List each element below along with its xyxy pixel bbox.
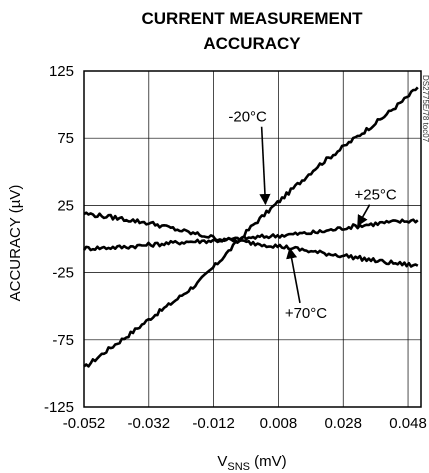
y-axis-label: ACCURACY (µV) bbox=[7, 185, 24, 302]
annotation-label-bg-2 bbox=[281, 303, 331, 322]
y-tick-label: 125 bbox=[49, 63, 74, 80]
x-axis-label: VSNS (mV) bbox=[217, 453, 286, 473]
series-line-0 bbox=[83, 86, 419, 368]
annotation-label-1: +25°C bbox=[354, 187, 396, 204]
annotation-arrow-0 bbox=[259, 126, 271, 206]
x-tick-label: -0.032 bbox=[128, 415, 171, 432]
x-tick-labels: -0.052 -0.032 -0.012 0.008 0.028 0.048 bbox=[63, 415, 427, 432]
annotation-label-2: +70°C bbox=[285, 305, 327, 322]
y-tick-label: 25 bbox=[57, 197, 74, 214]
y-tick-label: -25 bbox=[52, 265, 74, 282]
x-tick-label: -0.012 bbox=[192, 415, 235, 432]
y-tick-label: -125 bbox=[44, 399, 74, 416]
chart-title-line-1: CURRENT MEASUREMENT bbox=[142, 9, 364, 28]
series-lines bbox=[82, 86, 419, 368]
series-line-1 bbox=[82, 218, 419, 252]
annotation-label-bg-1 bbox=[351, 185, 400, 204]
y-tick-label: 75 bbox=[57, 130, 74, 147]
plot-frame bbox=[83, 70, 422, 408]
x-axis-label-main: V bbox=[217, 453, 227, 470]
annotation-label-bg-0 bbox=[223, 107, 272, 126]
x-tick-label: 0.008 bbox=[260, 415, 298, 432]
annotation-label-0: -20°C bbox=[228, 109, 267, 126]
x-tick-label: 0.028 bbox=[324, 415, 362, 432]
x-axis-label-unit: (mV) bbox=[250, 453, 287, 470]
y-tick-label: -75 bbox=[52, 332, 74, 349]
annotation-arrow-2 bbox=[286, 247, 301, 304]
x-axis-label-subscript: SNS bbox=[227, 461, 250, 473]
x-tick-label: 0.048 bbox=[389, 415, 427, 432]
chart-title-line-2: ACCURACY bbox=[203, 34, 301, 53]
y-tick-labels: 125 75 25 -25 -75 -125 bbox=[44, 63, 74, 416]
annotation-arrow-1 bbox=[357, 204, 371, 227]
series-annotations: -20°C +25°C +70°C bbox=[223, 107, 400, 322]
x-tick-label: -0.052 bbox=[63, 415, 106, 432]
figure-id-watermark: DS2775E/78 toc07 bbox=[421, 75, 429, 143]
series-line-2 bbox=[83, 211, 419, 268]
